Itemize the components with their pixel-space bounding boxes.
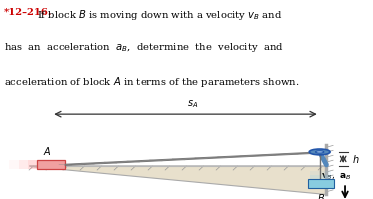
Bar [9,160,43,169]
Text: has  an  acceleration  $a_B$,  determine  the  velocity  and: has an acceleration $a_B$, determine the… [4,41,283,54]
Text: If block $\it{B}$ is moving down with a velocity $v_B$ and: If block $\it{B}$ is moving down with a … [37,8,282,22]
Text: acceleration of block $\it{A}$ in terms of the parameters shown.: acceleration of block $\it{A}$ in terms … [4,74,299,89]
Circle shape [316,151,324,153]
Bar [308,179,334,188]
Bar [310,171,331,179]
Bar [28,160,39,169]
Polygon shape [30,166,326,194]
Bar [37,160,65,169]
Text: $h$: $h$ [352,153,360,165]
Text: *12–216.: *12–216. [4,8,52,17]
Bar [310,175,331,179]
Text: $s_A$: $s_A$ [187,98,198,110]
Text: $\mathbf{v}_B,\ \mathbf{a}_B$: $\mathbf{v}_B,\ \mathbf{a}_B$ [321,172,351,182]
Text: $B$: $B$ [317,192,325,199]
Circle shape [309,149,330,155]
Text: $A$: $A$ [43,144,52,157]
Bar [19,160,41,169]
